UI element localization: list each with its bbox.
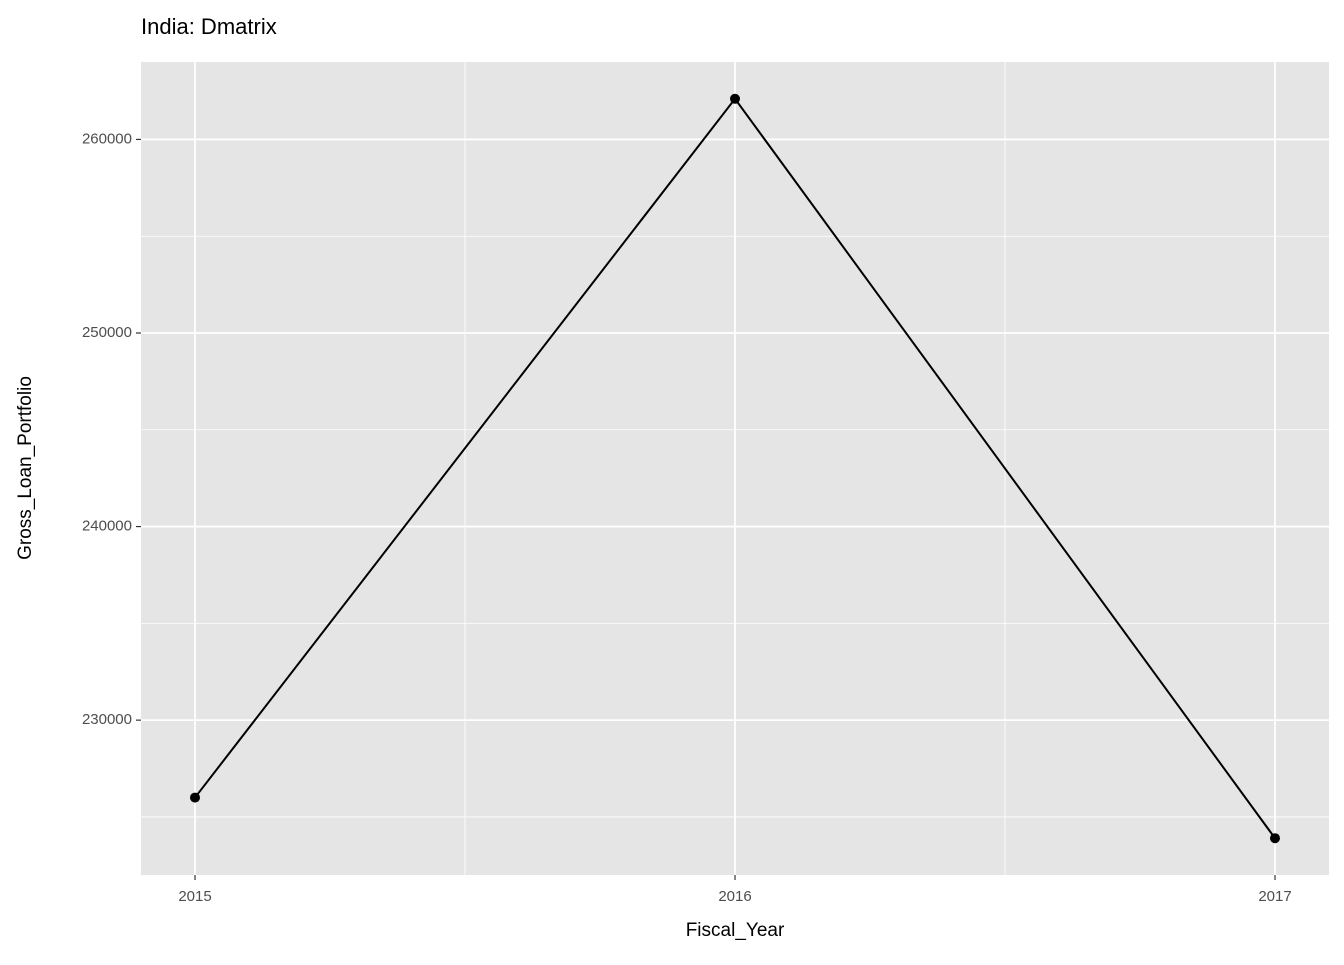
chart-title: India: Dmatrix — [141, 14, 277, 39]
y-tick-label: 260000 — [82, 130, 132, 147]
x-axis-title: Fiscal_Year — [686, 920, 785, 941]
x-tick-label: 2017 — [1258, 888, 1291, 905]
x-tick-label: 2015 — [178, 888, 211, 905]
y-tick-label: 230000 — [82, 711, 132, 728]
point — [190, 792, 200, 803]
point — [730, 93, 740, 104]
point — [1270, 833, 1280, 844]
x-tick-label: 2016 — [718, 888, 751, 905]
grid — [141, 62, 1329, 875]
y-tick-label: 240000 — [82, 518, 132, 535]
y-axis-title: Gross_Loan_Portfolio — [15, 376, 36, 560]
y-tick-label: 250000 — [82, 324, 132, 341]
